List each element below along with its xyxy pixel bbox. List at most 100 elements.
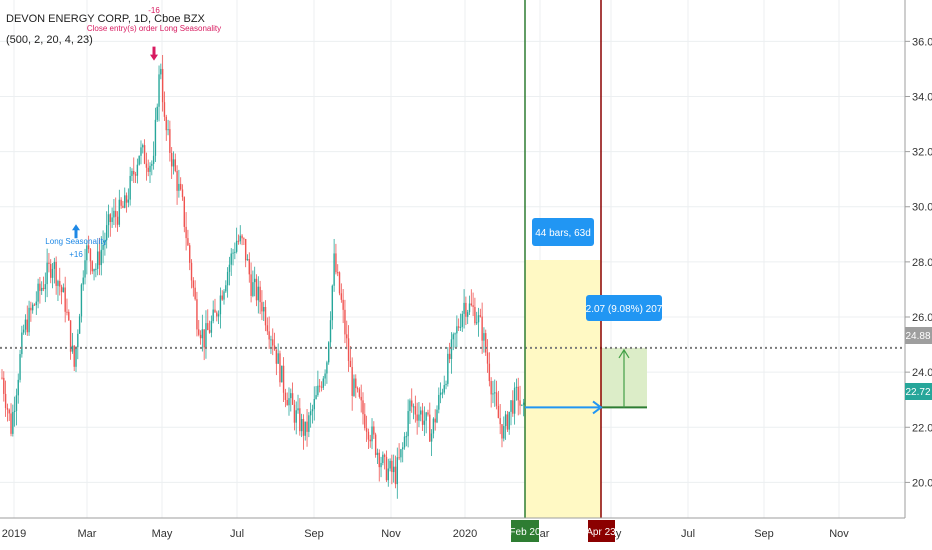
candle-body [281,365,283,383]
candle-body [113,210,115,218]
candle-body [519,400,521,406]
candle-body [91,261,93,272]
candle-body [412,406,415,408]
candle-body [360,396,362,401]
candle-body [374,434,377,455]
candlestick-series [1,55,525,499]
candle-body [317,385,319,396]
candle-body [100,249,102,266]
last-price-value: 22.72 [905,387,930,398]
y-tick-label: 20.00 [912,477,932,489]
candle-body [161,68,164,103]
candle-body [181,189,184,198]
candle-body [259,286,261,303]
candle-body [472,305,474,307]
candle-body [84,260,86,278]
candle-body [154,119,157,156]
candle-body [342,299,344,310]
candle-body [105,225,108,241]
candle-body [411,400,413,407]
candle-body [69,320,72,352]
candle-body [488,363,491,382]
y-tick-label: 28.00 [912,257,932,269]
candle-body [264,306,267,326]
candle-body [300,418,303,432]
candle-body [246,259,249,261]
candle-body [443,385,445,393]
candle-body [196,299,198,330]
long-signal-arrow-icon [72,224,80,239]
candle-body [60,286,63,293]
candle-body [407,411,409,437]
candle-body [279,353,281,383]
candle-body [320,386,323,388]
candle-body [373,426,375,435]
candle-body [239,235,241,242]
candle-body [156,106,158,120]
candle-body [481,316,483,341]
candle-body [387,468,389,481]
candle-body [273,345,276,350]
candle-body [10,413,12,434]
candle-body [37,283,39,302]
candle-body [167,129,169,131]
candle-body [17,379,19,396]
candle-body [226,271,229,286]
candle-body [297,408,299,411]
candle-body [521,404,523,406]
candle-body [6,407,9,410]
candle-body [122,205,124,208]
candle-body [138,155,140,165]
candle-body [418,414,420,421]
candle-body [102,244,104,250]
candle-body [329,320,332,343]
candle-body [344,309,346,335]
candle-body [439,392,442,395]
candle-body [64,287,66,312]
candle-body [268,331,270,340]
candle-body [152,155,155,164]
candle-body [30,307,32,311]
x-tick-label: May [152,528,173,540]
candle-body [170,152,173,167]
candle-body [214,309,216,313]
candle-body [438,394,440,410]
candle-body [160,68,162,75]
x-tick-label: 2020 [453,528,477,540]
candle-body [452,334,454,340]
candle-body [425,412,427,421]
candle-body [468,303,471,313]
candle-body [286,399,288,406]
candle-body [87,245,90,250]
candle-body [133,170,135,175]
candle-body [250,274,252,296]
candle-body [118,199,121,225]
candle-body [50,264,52,278]
candle-body [194,287,196,300]
indicator-params: (500, 2, 20, 4, 23) [6,34,93,46]
candle-body [24,319,27,330]
candle-body [4,393,7,408]
candle-body [318,385,321,387]
y-tick-label: 32.00 [912,147,932,159]
candle-body [447,353,449,384]
candle-body [199,334,202,339]
candle-body [430,433,433,442]
candle-body [235,240,238,252]
candle-body [457,326,460,328]
candle-body [8,409,10,414]
candle-body [364,414,366,429]
candle-body [82,277,84,285]
candle-body [66,311,68,313]
start-date-label: Feb 20 [509,527,541,538]
candle-body [385,456,388,481]
candle-body [461,313,463,327]
candle-body [313,399,315,410]
candle-body [380,462,382,468]
candle-body [189,245,191,263]
candle-body [261,302,263,312]
candle-body [403,436,406,448]
candle-body [129,175,131,200]
